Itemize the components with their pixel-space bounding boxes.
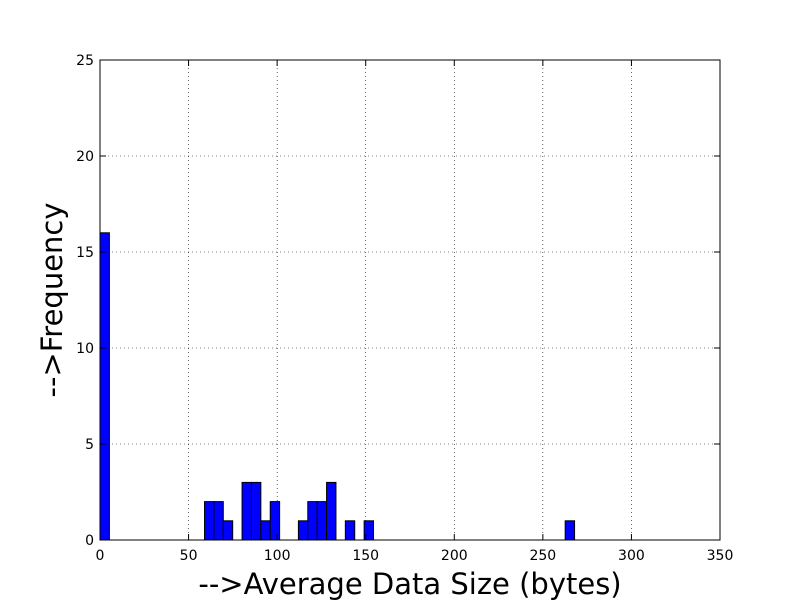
x-tick-label: 200 xyxy=(441,548,468,564)
histogram-bar xyxy=(213,501,224,541)
y-tick-label: 0 xyxy=(85,533,94,549)
histogram-bar xyxy=(307,501,318,541)
x-axis-label: -->Average Data Size (bytes) xyxy=(198,567,621,600)
x-tick-label: 50 xyxy=(180,548,198,564)
histogram-bar xyxy=(269,501,281,541)
y-tick-labels: 0 5 10 15 20 25 xyxy=(76,53,94,549)
histogram-bar xyxy=(344,520,356,541)
x-tick-label: 300 xyxy=(618,548,645,564)
histogram-bar xyxy=(316,501,328,541)
y-tick-label: 10 xyxy=(76,341,94,357)
histogram-bar xyxy=(250,481,262,541)
y-tick-label: 5 xyxy=(85,437,94,453)
x-tick-label: 250 xyxy=(529,548,556,564)
x-tick-label: 0 xyxy=(96,548,105,564)
histogram-bar xyxy=(326,481,337,541)
x-tick-label: 100 xyxy=(264,548,291,564)
histogram-bar xyxy=(241,481,252,541)
grid-lines xyxy=(99,59,721,541)
histogram-bar xyxy=(222,520,234,541)
histogram-bars xyxy=(99,232,576,541)
histogram-bar xyxy=(297,520,309,541)
histogram-bar xyxy=(204,501,215,541)
y-axis-label: -->Frequency xyxy=(35,202,69,397)
x-tick-label: 350 xyxy=(707,548,734,564)
axis-ticks xyxy=(99,59,721,541)
y-tick-label: 20 xyxy=(76,149,94,165)
y-tick-label: 25 xyxy=(76,53,94,69)
x-tick-label: 150 xyxy=(352,548,379,564)
x-tick-labels: 0 50 100 150 200 250 300 350 xyxy=(96,548,734,564)
y-tick-label: 15 xyxy=(76,245,94,261)
plot-frame xyxy=(99,59,721,541)
histogram-bar xyxy=(260,520,271,541)
histogram-bar xyxy=(99,232,110,541)
histogram-bar xyxy=(564,520,576,541)
